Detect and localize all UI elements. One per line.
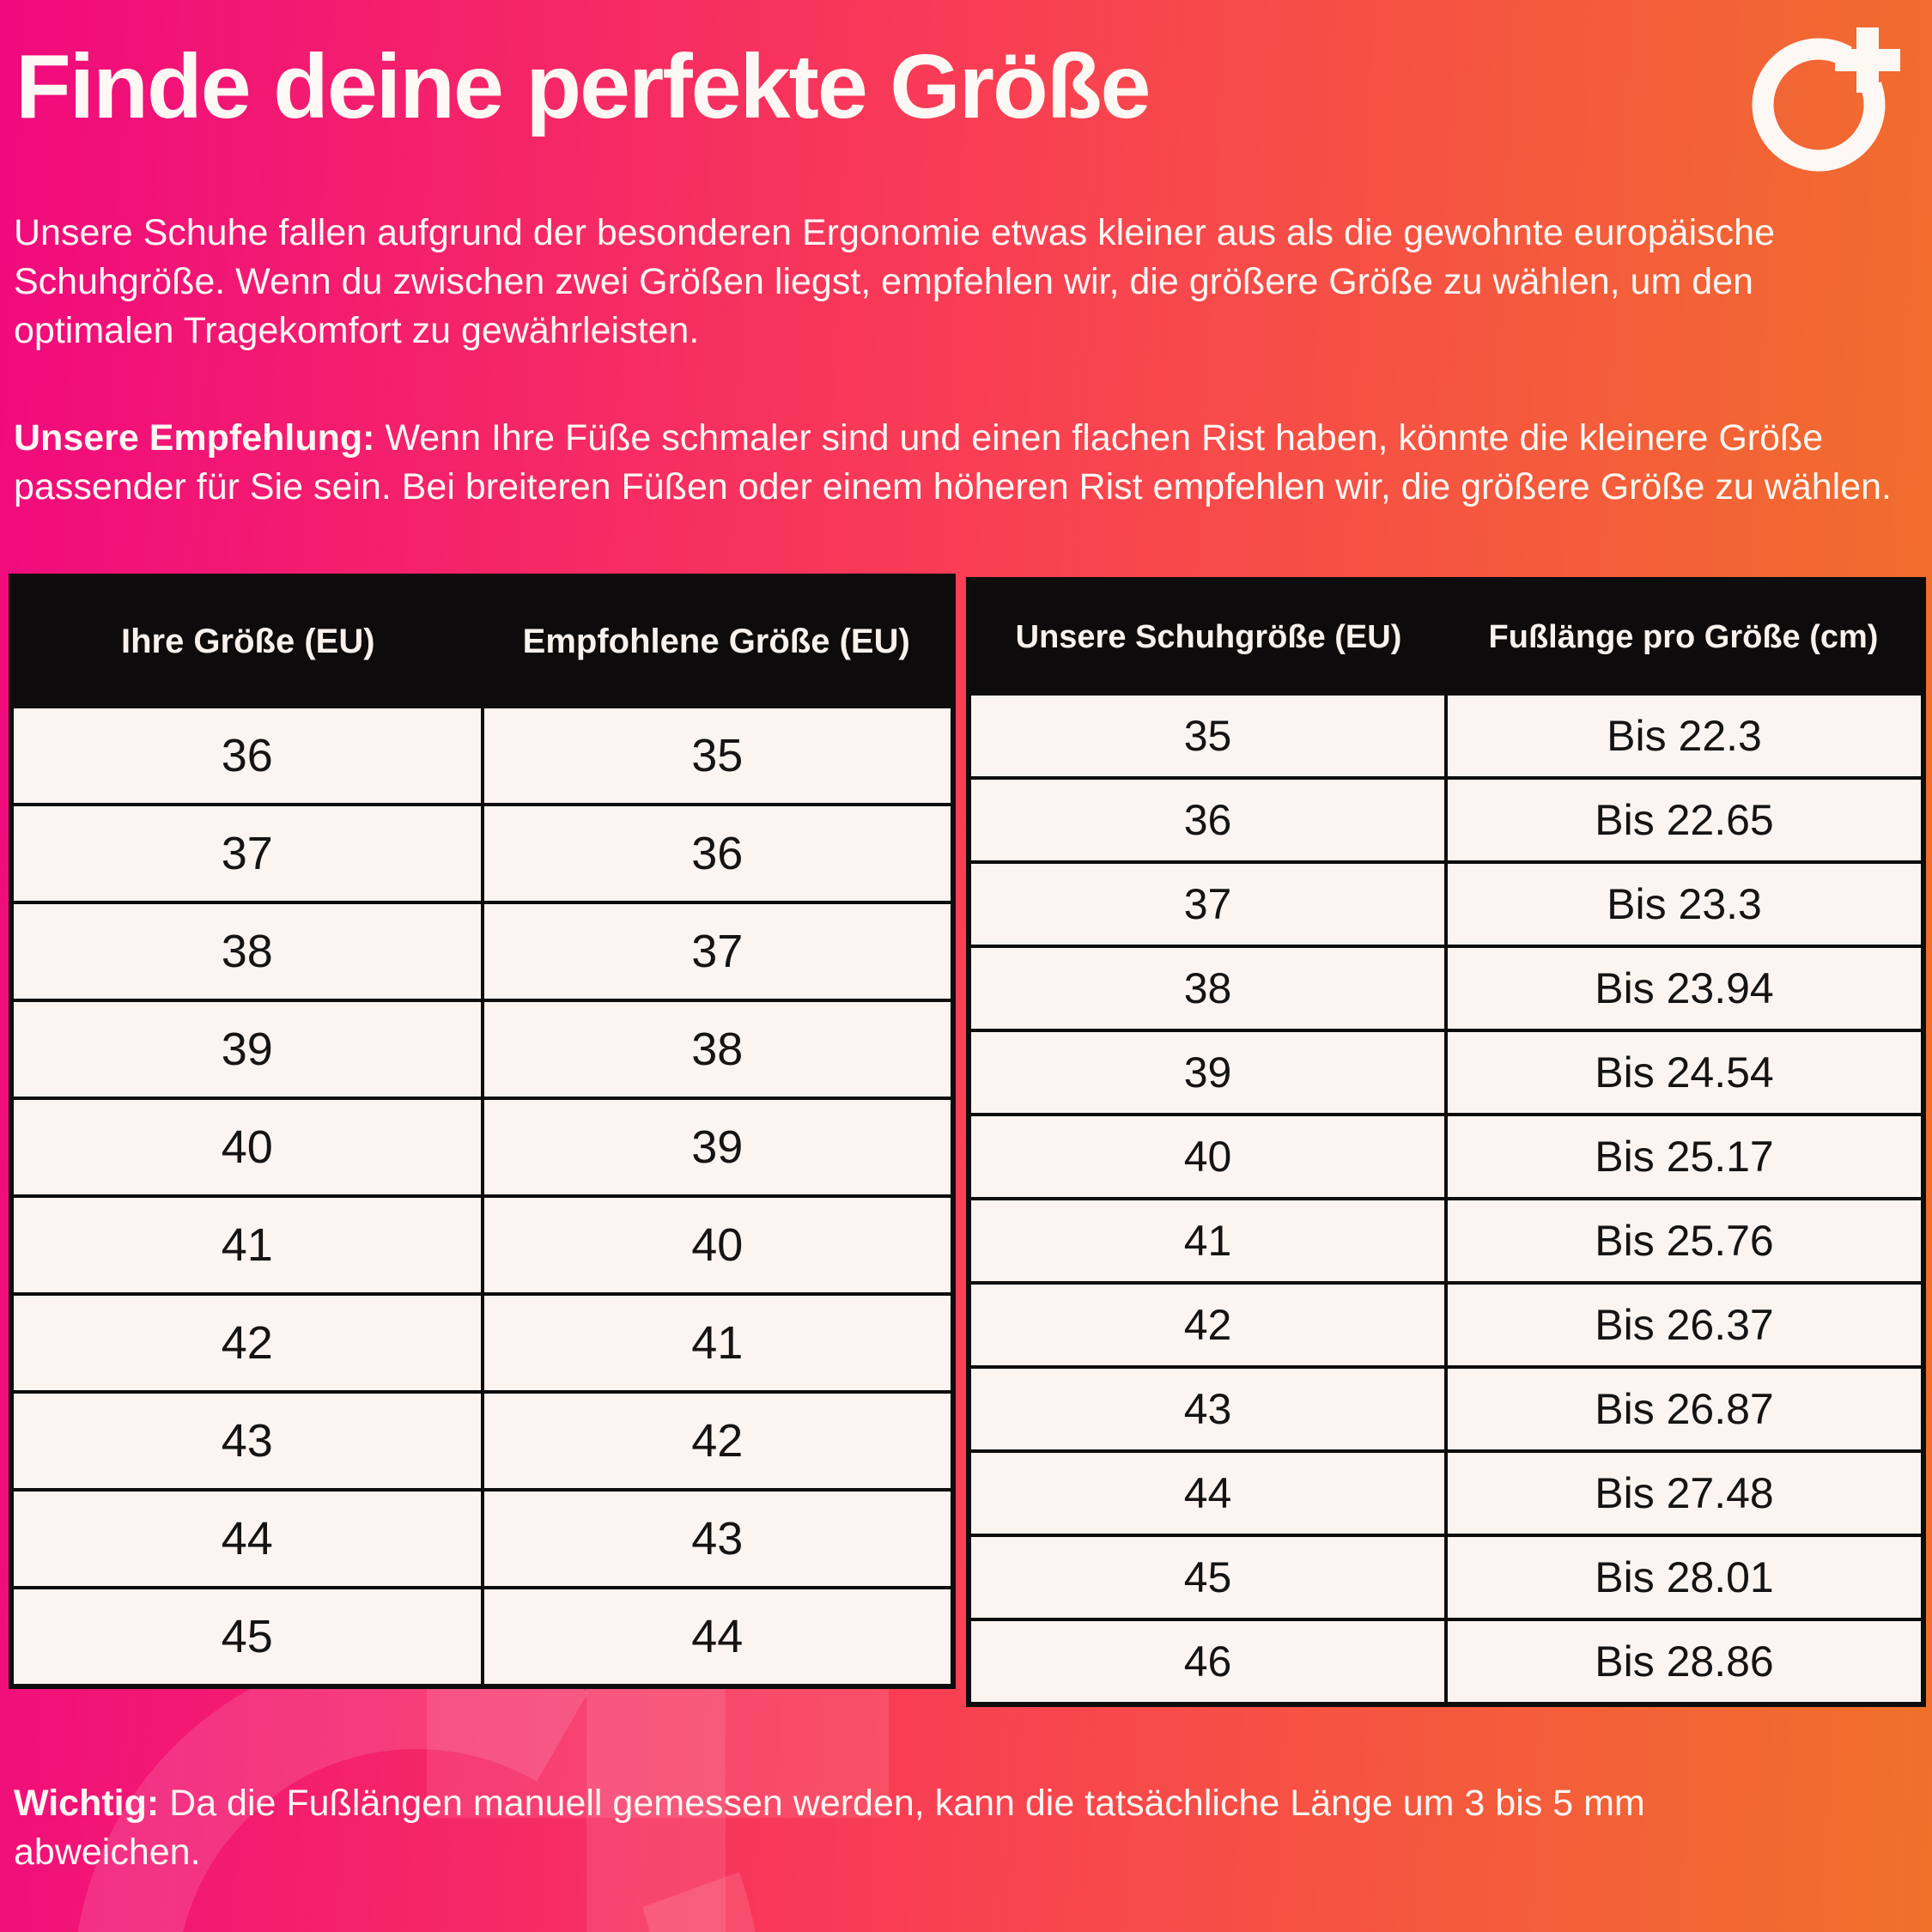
table-cell: 39 [967, 1029, 1448, 1116]
table-row: 43 42 [9, 1390, 955, 1492]
table-cell: 41 [967, 1197, 1448, 1285]
table-cell: 36 [9, 705, 484, 806]
table-cell: 40 [967, 1113, 1448, 1200]
recommendation-label: Unsere Empfehlung: [14, 417, 375, 459]
table-cell: 39 [9, 999, 484, 1100]
table-cell: Bis 22.65 [1444, 776, 1925, 864]
table-cell: Bis 28.86 [1444, 1618, 1925, 1706]
table-row: 39 Bis 24.54 [967, 1029, 1925, 1116]
table-cell: 38 [9, 901, 484, 1002]
table-row: 44 Bis 27.48 [967, 1449, 1925, 1537]
table-row: 44 43 [9, 1488, 955, 1589]
recommendation-body: Wenn Ihre Füße schmaler sind und einen f… [14, 417, 1892, 508]
table-cell: 42 [9, 1292, 484, 1394]
column-header-recommended-size: Empfohlene Größe (EU) [482, 576, 953, 707]
table-cell: Bis 23.3 [1444, 860, 1925, 948]
table-cell: 36 [967, 776, 1448, 864]
table-row: 36 Bis 22.65 [967, 776, 1925, 864]
table-row: 37 36 [9, 803, 955, 904]
column-header-our-shoe-size: Unsere Schuhgröße (EU) [969, 580, 1446, 694]
table-cell: 41 [480, 1292, 955, 1394]
table-cell: 37 [480, 901, 955, 1002]
table-row: 39 38 [9, 999, 955, 1100]
table-cell: Bis 24.54 [1444, 1029, 1925, 1116]
table-row: 38 37 [9, 901, 955, 1002]
table-cell: 45 [967, 1534, 1448, 1621]
table-cell: 45 [9, 1586, 484, 1688]
table-cell: Bis 28.01 [1444, 1534, 1925, 1621]
table-row: 41 Bis 25.76 [967, 1197, 1925, 1285]
table-cell: 44 [9, 1488, 484, 1589]
table-cell: 42 [480, 1390, 955, 1492]
important-note-label: Wichtig: [14, 1783, 160, 1824]
table-cell: 38 [480, 999, 955, 1100]
o-plus-logo-icon [1752, 27, 1900, 172]
table-cell: Bis 25.76 [1444, 1197, 1925, 1285]
table-cell: 35 [480, 705, 955, 806]
table-cell: 37 [9, 803, 484, 904]
page-title: Finde deine perfekte Größe [15, 36, 1151, 137]
table-header-row: Ihre Größe (EU) Empfohlene Größe (EU) [11, 576, 953, 707]
table-cell: Bis 23.94 [1444, 945, 1925, 1032]
table-row: 36 35 [9, 705, 955, 806]
table-row: 42 41 [9, 1292, 955, 1394]
table-cell: 43 [967, 1365, 1448, 1453]
table-row: 45 44 [9, 1586, 955, 1688]
table-header-row: Unsere Schuhgröße (EU) Fußlänge pro Größ… [969, 580, 1923, 694]
table-cell: 42 [967, 1281, 1448, 1369]
table-row: 40 39 [9, 1097, 955, 1198]
table-cell: 44 [967, 1449, 1448, 1537]
intro-text: Unsere Schuhe fallen aufgrund der besond… [14, 212, 1775, 352]
table-cell: 35 [967, 692, 1448, 780]
table-cell: 36 [480, 803, 955, 904]
table-row: 45 Bis 28.01 [967, 1534, 1925, 1621]
table-cell: Bis 26.37 [1444, 1281, 1925, 1369]
table-row: 37 Bis 23.3 [967, 860, 1925, 948]
table-row: 35 Bis 22.3 [967, 692, 1925, 780]
table-cell: Bis 25.17 [1444, 1113, 1925, 1200]
table-row: 43 Bis 26.87 [967, 1365, 1925, 1453]
table-cell: Bis 26.87 [1444, 1365, 1925, 1453]
table-cell: Bis 22.3 [1444, 692, 1925, 780]
important-note-body: Da die Fußlängen manuell gemessen werden… [14, 1783, 1645, 1874]
table-cell: 44 [480, 1586, 955, 1688]
table-cell: 39 [480, 1097, 955, 1198]
length-table-body: 35 Bis 22.3 36 Bis 22.65 37 Bis 23.3 38 Bis 23.… [967, 692, 1925, 1706]
table-row: 46 Bis 28.86 [967, 1618, 1925, 1706]
column-header-foot-length: Fußlänge pro Größe (cm) [1446, 580, 1923, 694]
size-recommendation-table: Ihre Größe (EU) Empfohlene Größe (EU) 36… [9, 574, 956, 1689]
table-cell: 41 [9, 1194, 484, 1296]
table-row: 42 Bis 26.37 [967, 1281, 1925, 1369]
table-row: 41 40 [9, 1194, 955, 1296]
column-header-your-size: Ihre Größe (EU) [11, 576, 483, 707]
table-cell: 46 [967, 1618, 1448, 1706]
table-cell: 43 [480, 1488, 955, 1589]
table-cell: 37 [967, 860, 1448, 948]
table-cell: Bis 27.48 [1444, 1449, 1925, 1537]
foot-length-table: Unsere Schuhgröße (EU) Fußlänge pro Größ… [966, 577, 1926, 1707]
table-cell: 40 [9, 1097, 484, 1198]
table-row: 40 Bis 25.17 [967, 1113, 1925, 1200]
size-table-body: 36 35 37 36 38 37 39 38 40 39 41 40 42 41 43 42 44 43 45 44 [9, 705, 955, 1688]
important-note: Wichtig: Da die Fußlängen manuell gemess… [14, 1779, 1748, 1877]
table-cell: 38 [967, 945, 1448, 1032]
table-cell: 40 [480, 1194, 955, 1296]
table-cell: 43 [9, 1390, 484, 1492]
recommendation-text: Unsere Empfehlung: Wenn Ihre Füße schmal… [14, 414, 1907, 512]
table-row: 38 Bis 23.94 [967, 945, 1925, 1032]
